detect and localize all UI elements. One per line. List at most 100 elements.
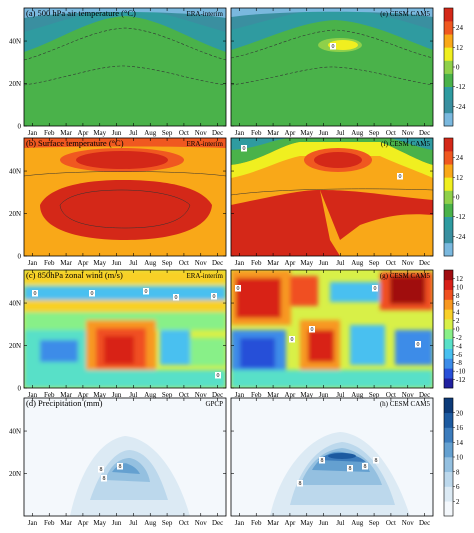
- x-tick-label: May: [300, 391, 313, 399]
- x-tick-label: Mar: [60, 129, 72, 137]
- colorbar-label: 16: [456, 424, 464, 432]
- colorbar-segment: [444, 368, 453, 379]
- panel-g-heatmap: [231, 270, 433, 388]
- contour-label-bg: [415, 341, 421, 348]
- contour-label: 8: [375, 458, 378, 464]
- x-tick-label: Sep: [162, 129, 173, 137]
- x-tick-label: Jul: [336, 259, 344, 267]
- x-tick-label: Apr: [284, 129, 296, 137]
- panel-frame: [230, 397, 434, 517]
- x-tick-label: Sep: [369, 129, 380, 137]
- x-tick-label: Aug: [144, 129, 157, 137]
- y-tick-label: 20N: [9, 210, 21, 218]
- x-tick-label: Dec: [212, 259, 223, 267]
- x-tick-label: Apr: [284, 519, 296, 527]
- contour-label-bg: [32, 290, 38, 297]
- x-tick-label: May: [300, 259, 313, 267]
- colorbar-label: 24: [456, 24, 464, 32]
- colorbar-segment: [444, 86, 453, 101]
- colorbar-label: 8: [456, 468, 460, 476]
- colorbar-label: 10: [456, 454, 464, 462]
- colorbar-segment: [444, 329, 453, 340]
- colorbar-label: 20: [456, 409, 464, 417]
- x-tick-label: Oct: [386, 519, 396, 527]
- contour-label: 0: [34, 291, 37, 297]
- x-tick-label: Aug: [144, 519, 157, 527]
- colorbar-label: 0: [456, 194, 460, 202]
- panel-title: (d) Precipitation (mm): [26, 398, 103, 408]
- x-tick-label: May: [300, 129, 313, 137]
- x-tick-label: Mar: [267, 129, 279, 137]
- colorbar-label: -8: [456, 359, 462, 367]
- panel-title: (c) 850hPa zonal wind (m/s): [26, 270, 123, 280]
- x-tick-label: Mar: [267, 391, 279, 399]
- y-tick-label: 0: [18, 253, 22, 261]
- contour-label: 8: [321, 458, 324, 464]
- x-tick-label: Aug: [144, 259, 157, 267]
- colorbar-segment: [444, 486, 453, 502]
- colorbar-segment: [444, 289, 453, 300]
- x-tick-label: Nov: [402, 259, 415, 267]
- colorbar-segment: [444, 151, 453, 165]
- x-tick-label: Jan: [28, 391, 38, 399]
- contour-label-bg: [373, 457, 379, 464]
- colorbar-segment: [444, 190, 453, 204]
- contour-label: 8: [103, 476, 106, 482]
- y-tick-label: 0: [18, 123, 22, 131]
- x-tick-label: Oct: [179, 259, 189, 267]
- panel-frame: [23, 269, 227, 389]
- y-tick-label: 20N: [9, 80, 21, 88]
- colorbar-segment: [444, 47, 453, 61]
- panel-tag: (e) CESM CAM5: [380, 10, 430, 18]
- x-tick-label: Nov: [402, 129, 415, 137]
- x-tick-label: Oct: [386, 259, 396, 267]
- x-tick-label: Nov: [195, 391, 208, 399]
- x-tick-label: Mar: [267, 519, 279, 527]
- colorbar-segment: [444, 242, 453, 257]
- x-tick-label: Dec: [212, 519, 223, 527]
- x-tick-label: Nov: [402, 519, 415, 527]
- y-tick-label: 40N: [9, 168, 21, 176]
- colorbar-label: 4: [456, 309, 460, 317]
- x-tick-label: Nov: [195, 129, 208, 137]
- colorbar-label: 0: [456, 64, 460, 72]
- x-tick-label: Jan: [28, 259, 38, 267]
- colorbar-segment: [444, 270, 453, 281]
- contour-label: 8: [299, 481, 302, 487]
- colorbar-segment: [444, 299, 453, 310]
- x-tick-label: Jun: [112, 391, 122, 399]
- x-tick-label: May: [93, 391, 106, 399]
- colorbar-segment: [444, 60, 453, 74]
- panel-frame: [23, 397, 227, 517]
- x-tick-label: Jun: [319, 391, 329, 399]
- x-tick-label: Dec: [419, 129, 430, 137]
- contour-label-bg: [117, 463, 123, 470]
- panel-frame: [230, 137, 434, 257]
- contour-label-bg: [211, 293, 217, 300]
- x-tick-label: Aug: [351, 129, 364, 137]
- colorbar-label: 6: [456, 300, 460, 308]
- x-tick-label: Feb: [44, 129, 55, 137]
- colorbar-segment: [444, 216, 453, 231]
- x-tick-label: Sep: [162, 259, 173, 267]
- colorbar-segment: [444, 177, 453, 191]
- contour-label-bg: [143, 288, 149, 295]
- x-tick-label: May: [93, 519, 106, 527]
- colorbar-segment: [444, 442, 453, 458]
- colorbar-segment: [444, 319, 453, 330]
- colorbar-segment: [444, 348, 453, 359]
- colorbar-label: -12: [456, 376, 466, 384]
- contour-label: 0: [311, 327, 314, 333]
- x-tick-label: Feb: [251, 259, 262, 267]
- x-tick-label: Apr: [77, 129, 89, 137]
- colorbar-label: -4: [456, 342, 462, 350]
- panel-frame: [23, 137, 227, 257]
- contour-label-bg: [319, 457, 325, 464]
- colorbar-label: 2: [456, 317, 460, 325]
- contour-label: 0: [374, 286, 377, 292]
- colorbar-label: -12: [456, 213, 466, 221]
- colorbar-label: 12: [456, 44, 464, 52]
- contour-label-bg: [372, 285, 378, 292]
- panel-d-heatmap: [24, 398, 226, 516]
